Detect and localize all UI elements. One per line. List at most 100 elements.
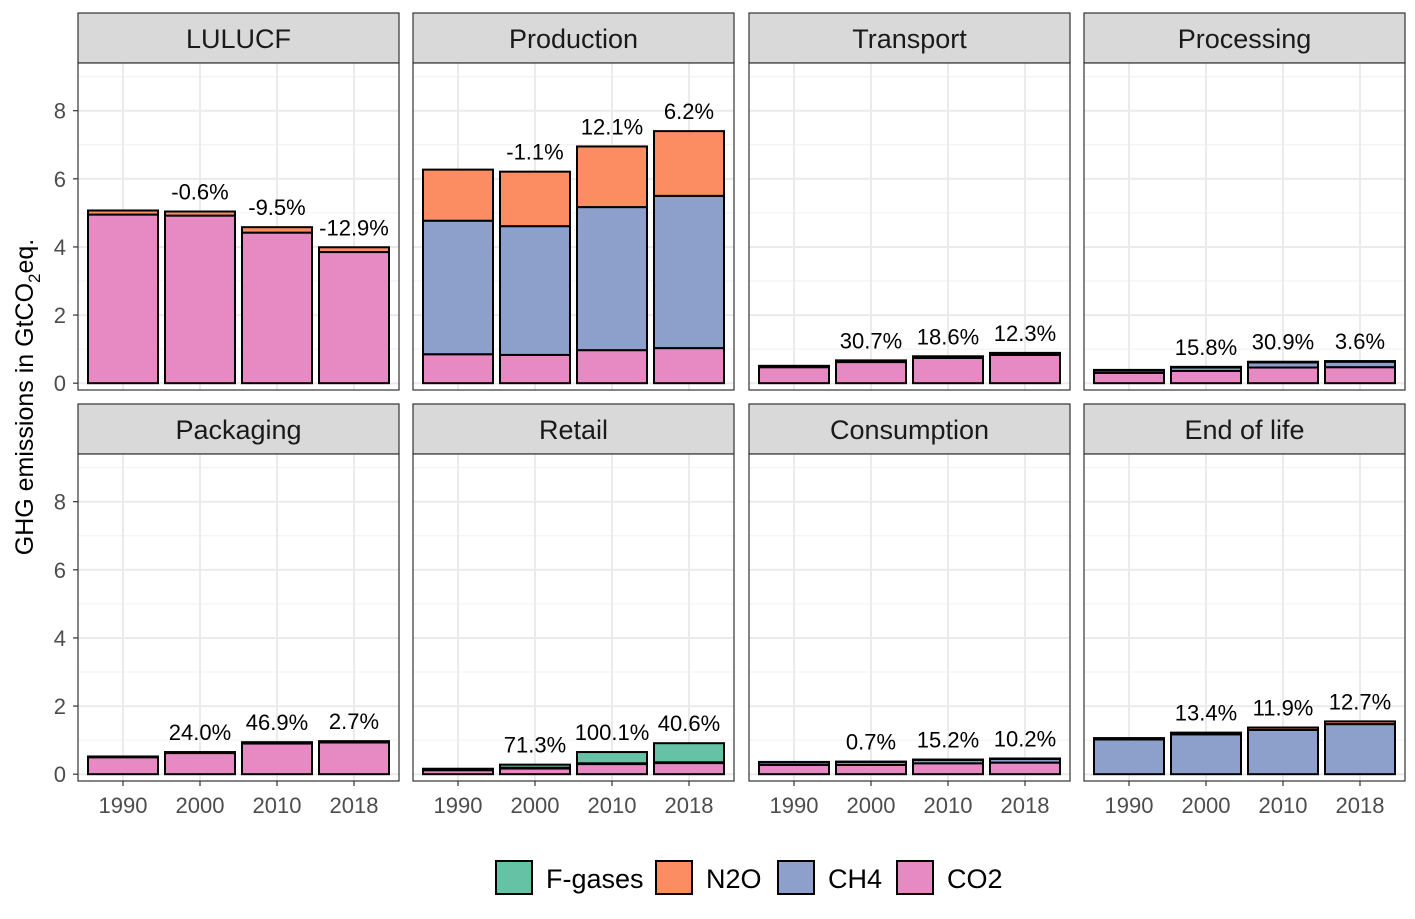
- y-axis-title-suffix: eq.: [11, 239, 39, 274]
- panel-background: [749, 63, 1070, 390]
- bar-transport-1990: [758, 364, 830, 385]
- facet-title: End of life: [1184, 415, 1304, 445]
- y-tick-label: 8: [54, 99, 66, 124]
- bar-segment-n2o: [758, 760, 830, 764]
- bar-packaging-2000: 24.0%: [164, 720, 236, 776]
- bar-change-label: -12.9%: [319, 215, 389, 240]
- bar-change-label: 2.7%: [329, 709, 379, 734]
- x-tick-label: 2000: [511, 793, 560, 818]
- legend-label: N2O: [706, 864, 762, 894]
- y-tick-label: 4: [54, 626, 66, 651]
- bar-segment-n2o: [499, 170, 571, 228]
- facet-strip: [748, 12, 1071, 64]
- facet-title: Production: [509, 24, 638, 54]
- bar-production-2010: 12.1%: [576, 114, 648, 385]
- panel-background: [413, 454, 734, 781]
- bar-segment-n2o: [87, 209, 159, 216]
- x-tick-label: 2010: [253, 793, 302, 818]
- facet-title: Processing: [1178, 24, 1312, 54]
- bar-segment-co2: [576, 762, 648, 776]
- bar-change-label: 18.6%: [917, 324, 979, 349]
- legend-swatch: [495, 860, 533, 895]
- bar-segment-co2: [1170, 369, 1242, 385]
- bar-processing-2018: 3.6%: [1324, 329, 1396, 385]
- bar-lulucf-2000: -0.6%: [164, 180, 236, 385]
- x-tick-label: 1990: [770, 793, 819, 818]
- legend-swatch: [777, 860, 815, 895]
- x-tick-label: 2010: [588, 793, 637, 818]
- bar-segment-f-gases: [576, 751, 648, 765]
- bar-change-label: 12.7%: [1329, 689, 1391, 714]
- bar-segment-n2o: [318, 246, 390, 254]
- bar-processing-2010: 30.9%: [1247, 330, 1319, 385]
- x-tick-label: 2018: [665, 793, 714, 818]
- panel-border: [748, 62, 1071, 391]
- bar-consumption-2000: 0.7%: [835, 730, 907, 776]
- bar-segment-n2o: [1324, 360, 1396, 363]
- facet-strip: [1083, 403, 1406, 455]
- legend-label: CO2: [947, 864, 1003, 894]
- bar-segment-co2: [835, 361, 907, 385]
- y-tick-label: 6: [54, 167, 66, 192]
- bar-segment-n2o: [835, 760, 907, 764]
- bar-segment-n2o: [422, 168, 494, 222]
- facet-title: Transport: [852, 24, 967, 54]
- bar-change-label: -1.1%: [506, 140, 563, 165]
- bar-segment-co2: [318, 741, 390, 776]
- bar-segment-ch4: [653, 194, 725, 350]
- panel-border: [748, 453, 1071, 782]
- bar-segment-co2: [835, 763, 907, 776]
- bar-transport-2000: 30.7%: [835, 328, 907, 385]
- bar-segment-ch4: [499, 225, 571, 356]
- bar-lulucf-1990: [87, 209, 159, 385]
- legend-item-co2: CO2: [896, 860, 1003, 895]
- facet-transport: Transport 30.7% 18.6% 12.3%: [748, 12, 1071, 391]
- y-tick-label: 0: [54, 762, 66, 787]
- bar-segment-co2: [912, 356, 984, 385]
- bar-segment-co2: [1247, 366, 1319, 385]
- bar-processing-2000: 15.8%: [1170, 335, 1242, 385]
- x-tick-label: 2018: [330, 793, 379, 818]
- bar-change-label: 30.9%: [1252, 330, 1314, 355]
- bar-segment-co2: [1324, 366, 1396, 385]
- bar-segment-n2o: [1093, 368, 1165, 372]
- bar-change-label: 12.3%: [994, 321, 1056, 346]
- bar-end-of-life-2000: 13.4%: [1170, 701, 1242, 776]
- facet-retail: Retail 71.3% 100.1% 40.6% 1990 2000 2010 2018: [412, 403, 735, 818]
- bar-change-label: 24.0%: [169, 720, 231, 745]
- bar-segment-n2o: [1247, 726, 1319, 731]
- bar-segment-n2o: [1170, 731, 1242, 736]
- facet-title: Retail: [539, 415, 608, 445]
- panel-border: [77, 453, 400, 782]
- bar-segment-co2: [422, 353, 494, 385]
- bar-retail-2010: 100.1%: [575, 720, 649, 776]
- bar-segment-n2o: [1093, 737, 1165, 741]
- bar-segment-co2: [318, 251, 390, 385]
- bar-segment-n2o: [912, 758, 984, 762]
- facet-strip: [1083, 12, 1406, 64]
- legend-label: F-gases: [546, 864, 644, 894]
- facet-consumption: Consumption 0.7% 15.2% 10.2% 1990 2000 2010 201…: [748, 403, 1071, 818]
- x-tick-label: 2000: [847, 793, 896, 818]
- legend: F-gases N2O CH4 CO2: [495, 860, 1003, 895]
- facet-processing: Processing 15.8% 30.9% 3.6%: [1083, 12, 1406, 391]
- bar-retail-1990: [422, 767, 494, 776]
- bar-segment-co2: [87, 213, 159, 385]
- bar-production-2018: 6.2%: [653, 99, 725, 385]
- bar-change-label: 0.7%: [846, 730, 896, 755]
- bar-change-label: 12.1%: [581, 114, 643, 139]
- bar-segment-co2: [87, 756, 159, 776]
- x-tick-label: 1990: [99, 793, 148, 818]
- panel-border: [1083, 62, 1406, 391]
- bar-change-label: 71.3%: [504, 733, 566, 758]
- bar-packaging-2018: 2.7%: [318, 709, 390, 776]
- bar-packaging-2010: 46.9%: [241, 710, 313, 776]
- bar-production-2000: -1.1%: [499, 140, 571, 385]
- bar-segment-n2o: [835, 359, 907, 363]
- bar-production-1990: [422, 168, 494, 385]
- y-tick-label: 6: [54, 558, 66, 583]
- bar-segment-ch4: [1170, 733, 1242, 776]
- bar-change-label: 15.2%: [917, 728, 979, 753]
- facet-strip: [748, 403, 1071, 455]
- bar-packaging-1990: [87, 755, 159, 776]
